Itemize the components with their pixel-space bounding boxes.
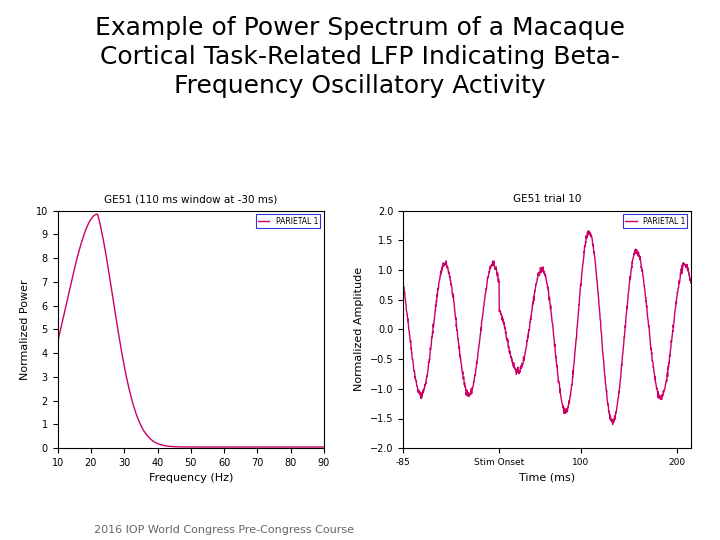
Y-axis label: Normalized Amplitude: Normalized Amplitude xyxy=(354,267,364,392)
Y-axis label: Normalized Power: Normalized Power xyxy=(20,279,30,380)
Legend: PARIETAL 1: PARIETAL 1 xyxy=(256,214,320,228)
X-axis label: Frequency (Hz): Frequency (Hz) xyxy=(148,474,233,483)
X-axis label: Time (ms): Time (ms) xyxy=(519,472,575,482)
Text: 2016 IOP World Congress Pre-Congress Course: 2016 IOP World Congress Pre-Congress Cou… xyxy=(94,524,354,535)
Title: GE51 (110 ms window at -30 ms): GE51 (110 ms window at -30 ms) xyxy=(104,194,277,204)
Text: Example of Power Spectrum of a Macaque
Cortical Task-Related LFP Indicating Beta: Example of Power Spectrum of a Macaque C… xyxy=(95,16,625,98)
Legend: PARIETAL 1: PARIETAL 1 xyxy=(623,214,688,228)
Title: GE51 trial 10: GE51 trial 10 xyxy=(513,194,581,204)
